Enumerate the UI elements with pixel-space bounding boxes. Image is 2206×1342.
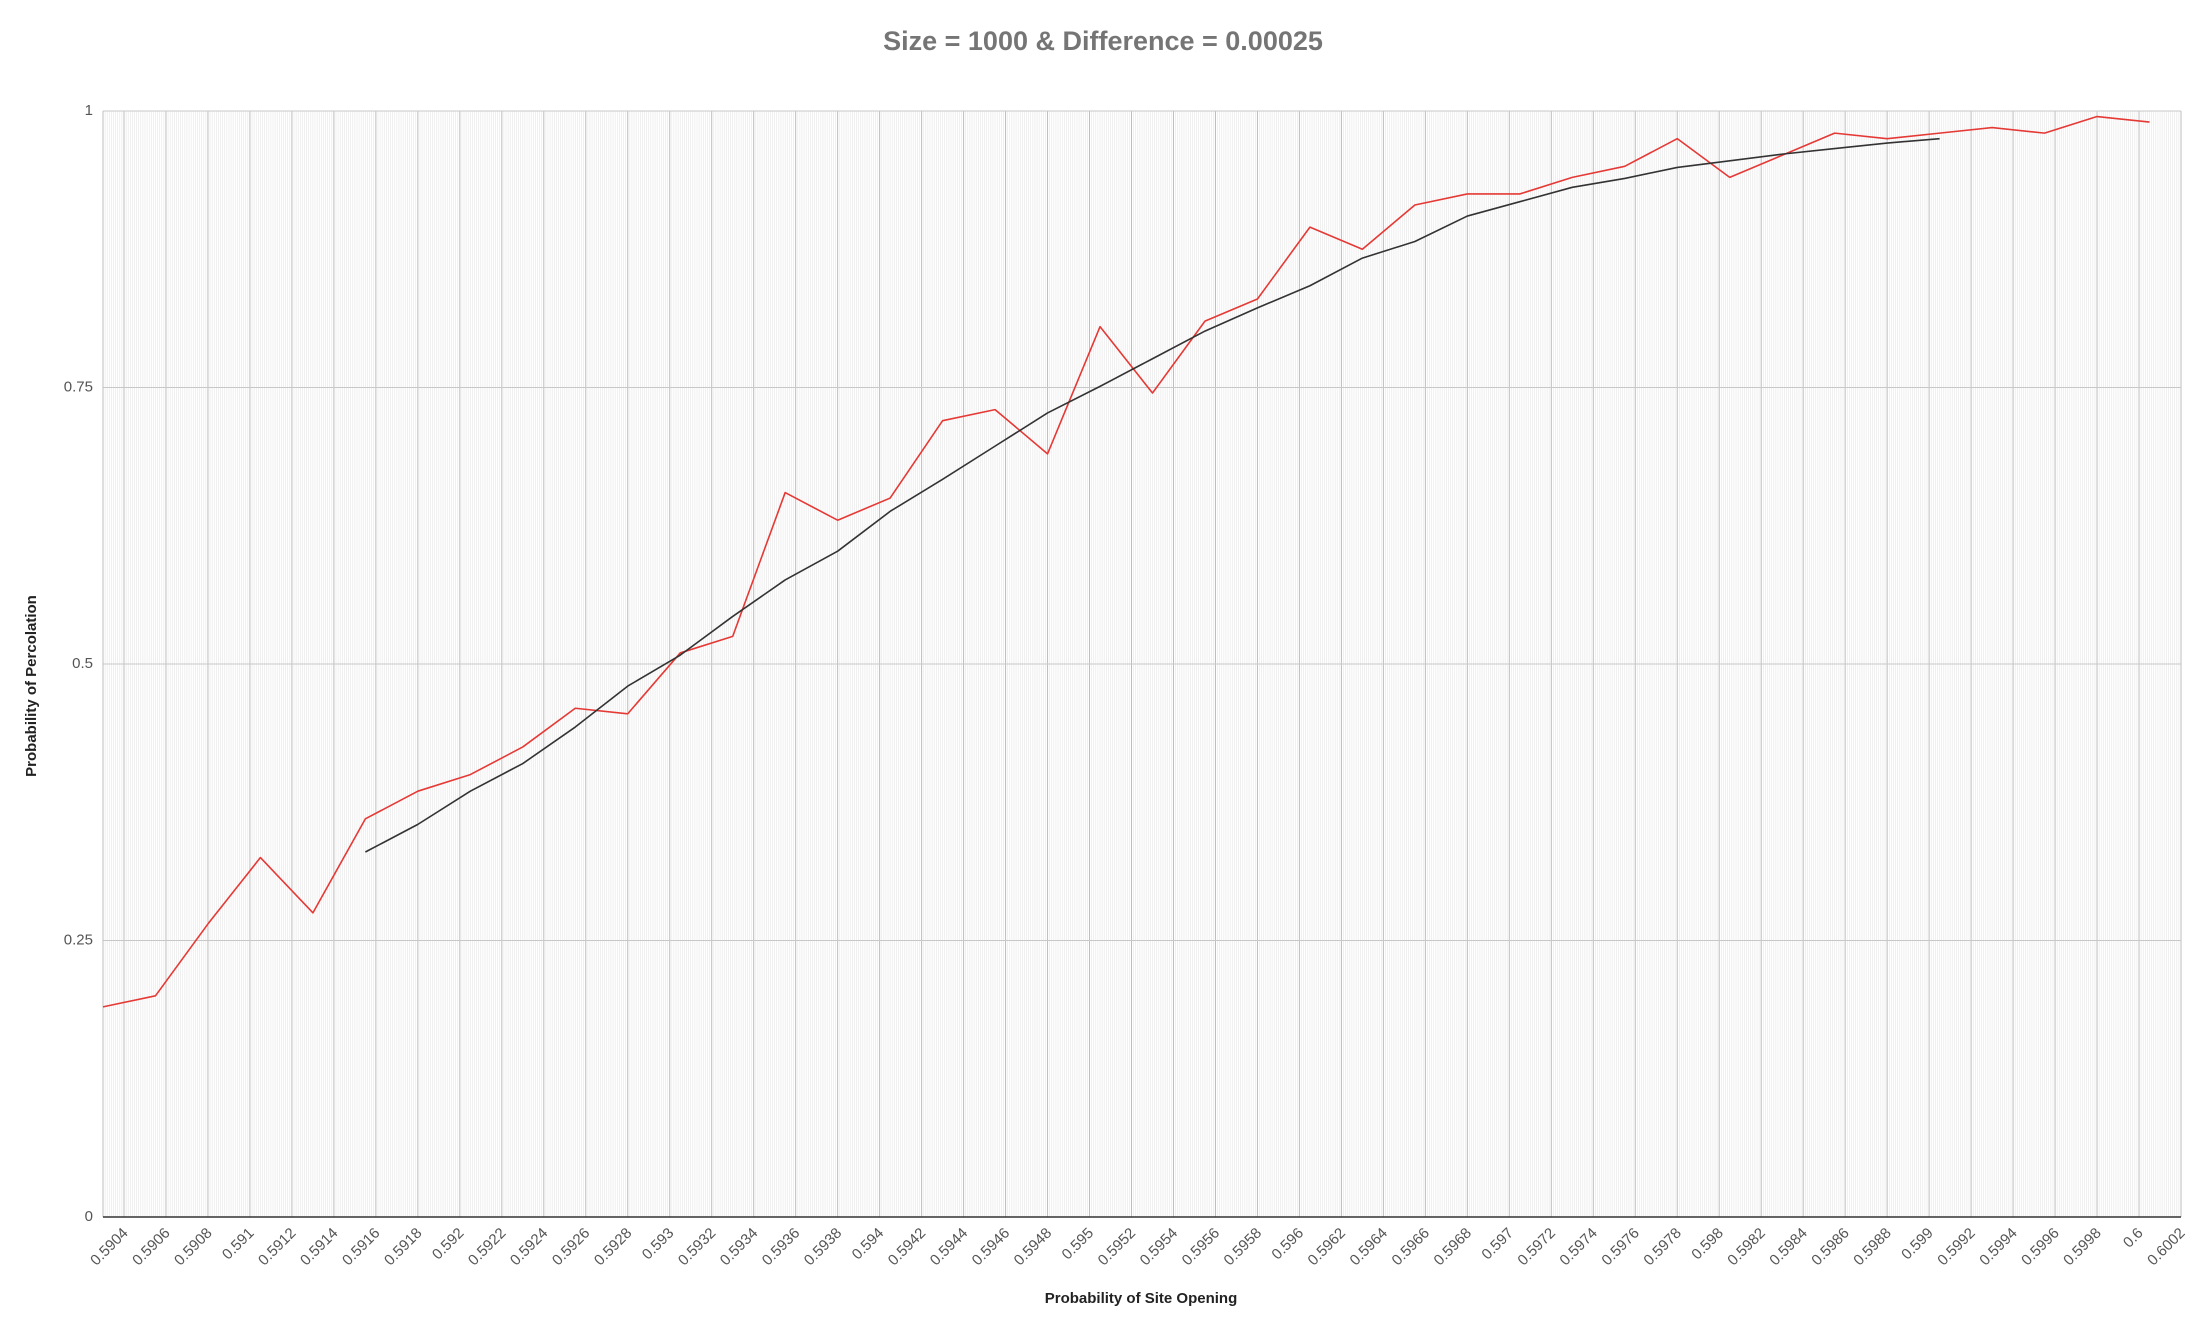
x-tick-label: 0.5916 — [339, 1225, 383, 1269]
x-tick-label: 0.6 — [2120, 1225, 2147, 1252]
x-tick-label: 0.5908 — [171, 1225, 215, 1269]
x-tick-label: 0.595 — [1059, 1225, 1098, 1264]
x-tick-label: 0.5962 — [1305, 1225, 1349, 1269]
x-tick-label: 0.594 — [849, 1225, 888, 1264]
x-tick-label: 0.5904 — [87, 1225, 131, 1269]
x-tick-label: 0.599 — [1898, 1225, 1937, 1264]
y-axis-title: Probability of Percolation — [23, 595, 40, 777]
x-tick-label: 0.5968 — [1431, 1225, 1475, 1269]
x-tick-label: 0.5948 — [1011, 1225, 1055, 1269]
x-tick-label: 0.592 — [429, 1225, 468, 1264]
chart-title: Size = 1000 & Difference = 0.00025 — [883, 26, 1323, 56]
x-tick-label: 0.5972 — [1514, 1225, 1558, 1269]
x-tick-label: 0.5986 — [1808, 1225, 1852, 1269]
x-tick-label: 0.5994 — [1976, 1225, 2020, 1269]
x-tick-label: 0.5952 — [1095, 1225, 1139, 1269]
x-tick-label: 0.5906 — [129, 1225, 173, 1269]
x-tick-label: 0.5914 — [297, 1225, 341, 1269]
x-tick-label: 0.5964 — [1347, 1225, 1391, 1269]
x-tick-label: 0.5926 — [549, 1225, 593, 1269]
x-tick-label: 0.5996 — [2018, 1225, 2062, 1269]
x-tick-label: 0.598 — [1688, 1225, 1727, 1264]
x-tick-label: 0.5938 — [801, 1225, 845, 1269]
x-tick-label: 0.5922 — [465, 1225, 509, 1269]
x-tick-label: 0.596 — [1268, 1225, 1307, 1264]
x-tick-label: 0.5976 — [1598, 1225, 1642, 1269]
x-tick-label: 0.5978 — [1640, 1225, 1684, 1269]
y-tick-label: 0.5 — [72, 655, 93, 672]
x-tick-label: 0.5966 — [1389, 1225, 1433, 1269]
x-axis-title: Probability of Site Opening — [1045, 1290, 1238, 1307]
y-tick-label: 0.75 — [64, 378, 93, 395]
x-tick-label: 0.597 — [1478, 1225, 1517, 1264]
x-tick-label: 0.591 — [219, 1225, 258, 1264]
x-tick-label: 0.5934 — [717, 1225, 761, 1269]
x-tick-label: 0.5954 — [1137, 1225, 1181, 1269]
x-tick-label: 0.6002 — [2144, 1225, 2188, 1269]
x-tick-label: 0.5932 — [675, 1225, 719, 1269]
x-tick-label: 0.5944 — [927, 1225, 971, 1269]
x-tick-label: 0.5956 — [1179, 1225, 1223, 1269]
series-layer — [102, 115, 2150, 1008]
y-tick-label: 0 — [85, 1208, 93, 1225]
y-tick-label: 1 — [85, 102, 93, 119]
y-tick-label: 0.25 — [64, 931, 93, 948]
x-tick-label: 0.5974 — [1556, 1225, 1600, 1269]
x-tick-label: 0.5912 — [255, 1225, 299, 1269]
x-tick-label: 0.5992 — [1934, 1225, 1978, 1269]
x-tick-label: 0.5958 — [1221, 1225, 1265, 1269]
x-tick-label: 0.5988 — [1850, 1225, 1894, 1269]
x-tick-label: 0.5918 — [381, 1225, 425, 1269]
x-tick-label: 0.5984 — [1766, 1225, 1810, 1269]
x-tick-label: 0.5942 — [885, 1225, 929, 1269]
x-tick-label: 0.5928 — [591, 1225, 635, 1269]
x-tick-label: 0.5924 — [507, 1225, 551, 1269]
series-line-1 — [102, 115, 2150, 1008]
major-gridlines — [102, 110, 2182, 1218]
y-axis-ticks: 0 0.25 0.5 0.75 1 — [64, 102, 93, 1225]
x-tick-label: 0.593 — [639, 1225, 678, 1264]
series-line-2 — [364, 137, 1940, 853]
x-tick-label: 0.5998 — [2060, 1225, 2104, 1269]
x-tick-label: 0.5982 — [1724, 1225, 1768, 1269]
x-tick-label: 0.5946 — [969, 1225, 1013, 1269]
x-tick-label: 0.5936 — [759, 1225, 803, 1269]
